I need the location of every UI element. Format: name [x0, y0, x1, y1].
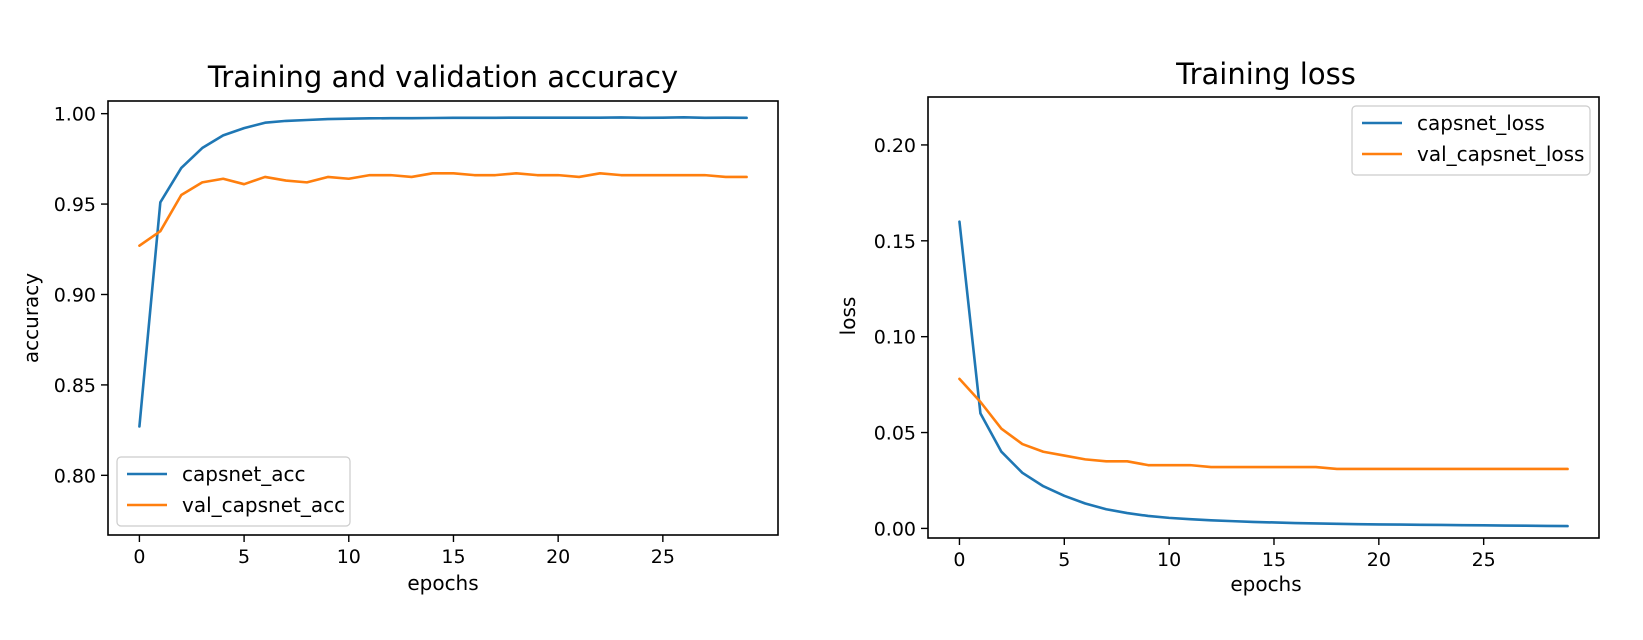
accuracy-legend-box	[116, 456, 351, 527]
loss-x-tick-label: 5	[1058, 549, 1070, 571]
legend-label-capsnet-loss: capsnet_loss	[1417, 111, 1545, 135]
loss-y-tick-label: 0.20	[874, 135, 916, 157]
loss-y-tick-label: 0.05	[874, 423, 916, 445]
series-line-val-capsnet-acc	[138, 172, 748, 247]
accuracy-y-tick-label: 0.90	[54, 284, 96, 306]
accuracy-x-tick-label: 10	[337, 546, 361, 568]
loss-y-axis-label: loss	[836, 297, 860, 336]
accuracy-y-axis-label: accuracy	[19, 273, 43, 363]
loss-x-axis-label: epochs	[1230, 572, 1301, 596]
loss-plot-frame	[927, 96, 1600, 539]
accuracy-x-tick-label: 20	[546, 546, 570, 568]
series-line-val-capsnet-loss	[958, 377, 1569, 471]
loss-chart-title: Training loss	[1175, 57, 1356, 91]
loss-y-tick-label: 0.15	[874, 231, 916, 253]
accuracy-y-tick-label: 0.85	[54, 375, 96, 397]
accuracy-y-tick-label: 0.80	[54, 465, 96, 487]
loss-series-lines	[958, 220, 1569, 528]
loss-y-tick-label: 0.00	[874, 518, 916, 540]
loss-panel: Training loss epochs loss 0 5 10 15 20 25 0.00…	[836, 57, 1600, 596]
accuracy-y-tick-label: 1.00	[54, 104, 96, 126]
loss-ticks: 0 5 10 15 20 25 0.00 0.05 0.10 0.15 0.20	[874, 135, 1496, 571]
accuracy-panel: Training and validation accuracy epochs …	[19, 60, 779, 595]
accuracy-ticks: 0 5 10 15 20 25 0.80 0.85 0.90 0.95 1.00	[54, 104, 675, 568]
loss-x-tick-label: 10	[1157, 549, 1181, 571]
accuracy-x-tick-label: 0	[133, 546, 145, 568]
loss-x-tick-label: 15	[1262, 549, 1286, 571]
legend-label-capsnet-acc: capsnet_acc	[182, 462, 305, 486]
loss-y-tick-label: 0.10	[874, 327, 916, 349]
loss-x-tick-label: 20	[1367, 549, 1391, 571]
loss-x-tick-label: 25	[1472, 549, 1496, 571]
accuracy-chart-title: Training and validation accuracy	[207, 60, 678, 94]
legend-label-val-capsnet-loss: val_capsnet_loss	[1417, 142, 1584, 166]
accuracy-y-tick-label: 0.95	[54, 194, 96, 216]
accuracy-x-tick-label: 5	[238, 546, 250, 568]
accuracy-x-tick-label: 15	[441, 546, 465, 568]
accuracy-plot-frame	[107, 100, 779, 536]
accuracy-x-axis-label: epochs	[407, 571, 478, 595]
loss-x-tick-label: 0	[953, 549, 965, 571]
series-line-capsnet-acc	[138, 115, 748, 428]
legend-label-val-capsnet-acc: val_capsnet_acc	[182, 493, 345, 517]
loss-legend-box	[1351, 105, 1591, 176]
accuracy-legend: capsnet_acc val_capsnet_acc	[116, 456, 351, 527]
accuracy-series-lines	[138, 115, 748, 428]
loss-legend: capsnet_loss val_capsnet_loss	[1351, 105, 1591, 176]
accuracy-x-tick-label: 25	[651, 546, 675, 568]
series-line-capsnet-loss	[958, 220, 1569, 528]
